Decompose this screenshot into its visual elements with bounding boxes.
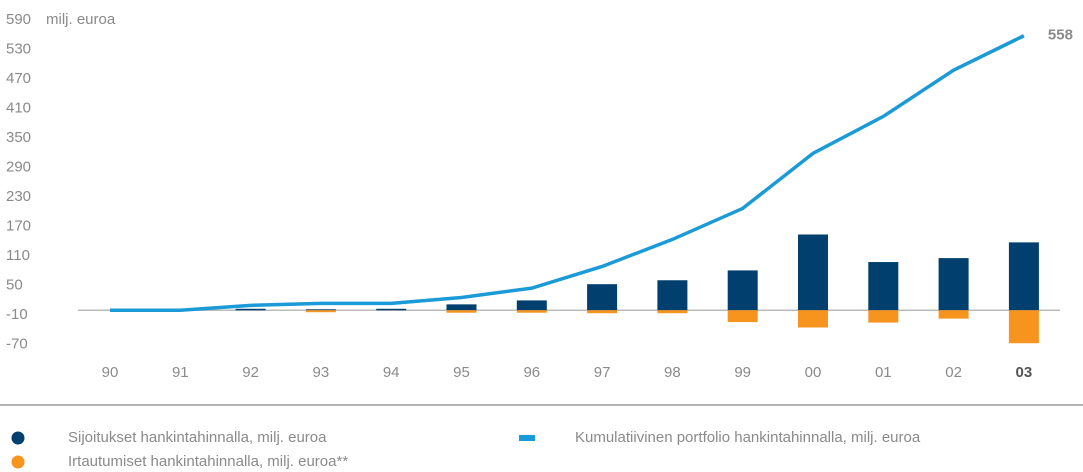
x-tick-label: 03 xyxy=(1016,364,1033,381)
x-tick-label: 96 xyxy=(523,364,540,381)
bar xyxy=(446,310,477,313)
bar xyxy=(1008,310,1039,344)
bar xyxy=(1008,242,1039,311)
x-tick-label: 99 xyxy=(734,364,751,381)
bar xyxy=(938,310,969,319)
y-tick-label: 50 xyxy=(6,277,23,294)
legend-marker xyxy=(519,435,535,441)
y-tick-label: -10 xyxy=(6,306,28,323)
bar xyxy=(938,258,969,311)
legend-label: Sijoitukset hankintahinnalla, milj. euro… xyxy=(68,429,327,446)
bar xyxy=(305,309,336,311)
bar xyxy=(235,308,266,311)
x-tick-label: 01 xyxy=(875,364,892,381)
y-tick-label: 350 xyxy=(6,129,31,146)
x-tick-label: 90 xyxy=(102,364,119,381)
y-unit-label: milj. euroa xyxy=(46,11,116,28)
x-tick-label: 94 xyxy=(383,364,400,381)
x-tick-label: 92 xyxy=(242,364,259,381)
bar xyxy=(868,310,899,323)
bar xyxy=(376,308,407,311)
x-tick-label: 02 xyxy=(945,364,962,381)
y-tick-label: 170 xyxy=(6,218,31,235)
bar xyxy=(587,284,618,311)
bar xyxy=(657,310,688,314)
bar xyxy=(446,304,477,311)
legend-label: Irtautumiset hankintahinnalla, milj. eur… xyxy=(68,453,348,470)
bar xyxy=(727,310,758,323)
bar xyxy=(516,310,547,313)
bar xyxy=(727,270,758,311)
legend-marker xyxy=(11,455,25,469)
y-tick-label: 470 xyxy=(6,70,31,87)
bar xyxy=(516,300,547,311)
y-tick-label: 290 xyxy=(6,159,31,176)
line xyxy=(110,34,1025,313)
bar xyxy=(305,310,336,313)
x-tick-label: 95 xyxy=(453,364,470,381)
bar xyxy=(798,234,828,311)
end-value-label: 558 xyxy=(1048,27,1073,44)
y-tick-label: -70 xyxy=(6,336,28,353)
x-tick-label: 91 xyxy=(172,364,189,381)
y-tick-label: 530 xyxy=(6,40,31,57)
legend-marker xyxy=(11,431,25,445)
bar xyxy=(587,310,618,314)
x-tick-label: 97 xyxy=(594,364,611,381)
x-tick-label: 93 xyxy=(313,364,330,381)
x-tick-label: 98 xyxy=(664,364,681,381)
y-tick-label: 590 xyxy=(6,11,31,28)
y-tick-label: 110 xyxy=(6,247,30,264)
bar xyxy=(657,280,688,311)
x-tick-label: 00 xyxy=(805,364,822,381)
y-tick-label: 410 xyxy=(6,100,31,117)
bar xyxy=(798,310,828,328)
bar xyxy=(868,262,899,311)
legend-label: Kumulatiivinen portfolio hankintahinnall… xyxy=(575,429,921,446)
y-tick-label: 230 xyxy=(6,188,31,205)
